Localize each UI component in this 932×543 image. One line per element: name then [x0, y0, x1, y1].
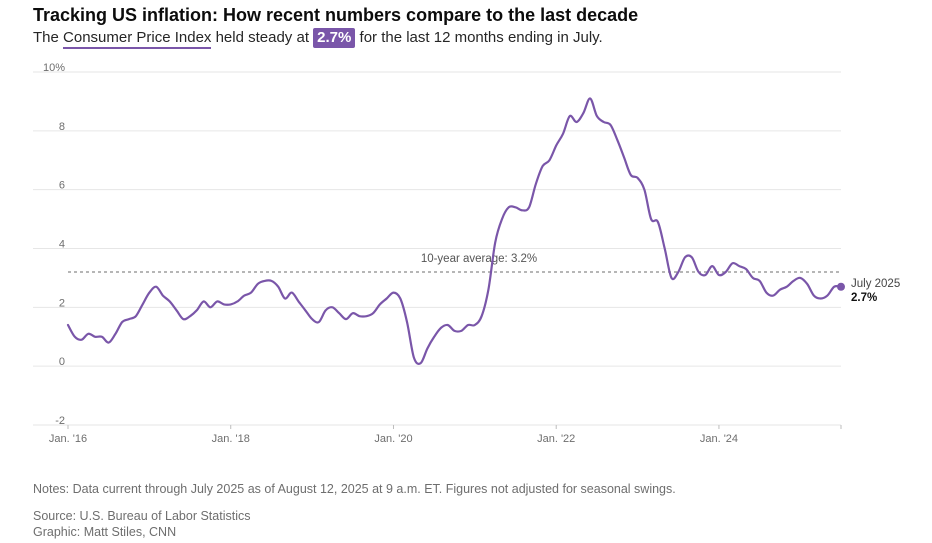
chart-subtitle: The Consumer Price Index held steady at … — [33, 28, 603, 49]
x-axis: Jan. '16 Jan. '18 Jan. '20 Jan. '22 Jan. '24 — [49, 425, 842, 445]
y-tick-label: 4 — [59, 239, 65, 251]
cpi-link[interactable]: Consumer Price Index — [63, 29, 212, 49]
y-tick-label: 2 — [59, 297, 65, 309]
y-tick-label: -2 — [55, 415, 65, 427]
y-axis: 10% 8 6 4 2 0 -2 — [43, 62, 65, 427]
chart-notes: Notes: Data current through July 2025 as… — [33, 482, 676, 496]
x-tick-label: Jan. '18 — [212, 433, 250, 445]
latest-value-dot — [837, 282, 845, 291]
y-tick-label: 8 — [59, 121, 65, 133]
latest-value-label: 2.7% — [851, 292, 877, 304]
subtitle-suffix: for the last 12 months ending in July. — [355, 29, 603, 46]
chart-source: Source: U.S. Bureau of Labor Statistics — [33, 509, 251, 523]
average-label: 10-year average: 3.2% — [421, 253, 537, 265]
x-tick-label: Jan. '24 — [700, 433, 738, 445]
y-tick-label: 6 — [59, 180, 65, 192]
x-tick-label: Jan. '16 — [49, 433, 87, 445]
average-layer: 10-year average: 3.2% — [68, 253, 841, 273]
y-tick-label: 0 — [59, 356, 65, 368]
chart-title: Tracking US inflation: How recent number… — [33, 5, 639, 25]
grid-layer — [33, 71, 841, 426]
latest-date-label: July 2025 — [851, 278, 900, 290]
subtitle-middle: held steady at — [211, 29, 314, 46]
y-tick-label: 10% — [43, 62, 65, 74]
current-value-badge: 2.7% — [313, 28, 356, 48]
chart-credit: Graphic: Matt Stiles, CNN — [33, 525, 177, 539]
x-tick-label: Jan. '20 — [374, 433, 412, 445]
subtitle-prefix: The — [33, 29, 64, 46]
x-tick-label: Jan. '22 — [537, 433, 575, 445]
cpi-series-line — [66, 97, 843, 365]
